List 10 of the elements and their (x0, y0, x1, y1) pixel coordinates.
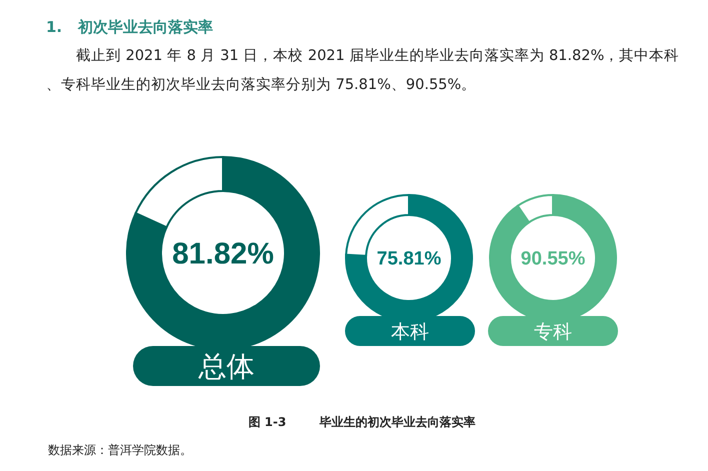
data-label: 90.55% (520, 248, 586, 270)
text: 截止到 2021 年 8 月 31 日，本校 2021 届毕业生的毕业去向落实率为 81.82%，其中本科、专科毕业生的初次毕业去向落实率分别为 75.81%、90.55%。 (46, 47, 680, 93)
data-label: 75.81% (376, 248, 442, 270)
caption: 图 1-3 毕业生的初次毕业去向落实率 (248, 415, 476, 429)
slice-label: 总体 (198, 350, 254, 384)
slice-label: 本科 (391, 320, 429, 343)
slice-label: 专科 (534, 320, 572, 343)
data-label: 81.82% (172, 238, 274, 270)
source-note: 数据来源：普洱学院数据。 (48, 443, 192, 457)
chart-title: 1. 初次毕业去向落实率 (46, 18, 213, 36)
